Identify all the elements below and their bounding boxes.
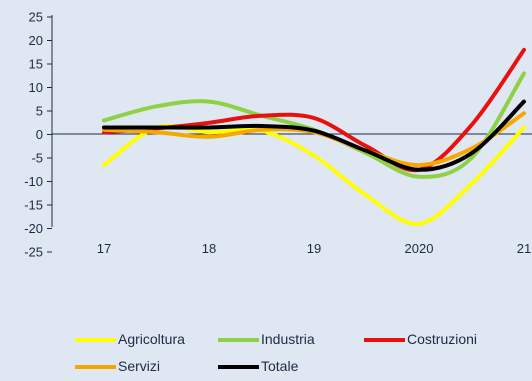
y-tick-label: 0 xyxy=(36,127,43,142)
x-tick-label: 17 xyxy=(97,241,111,256)
y-tick-label: 10 xyxy=(29,80,43,95)
legend-label: Industria xyxy=(261,331,315,347)
y-tick-label: 15 xyxy=(29,57,43,72)
y-tick-label: -25 xyxy=(24,245,43,260)
x-tick-label: 2020 xyxy=(405,241,434,256)
series-lines xyxy=(102,47,526,226)
y-tick-label: 25 xyxy=(29,10,43,25)
y-tick-label: -15 xyxy=(24,198,43,213)
y-tick-label: -20 xyxy=(24,221,43,236)
legend-label: Totale xyxy=(261,358,299,374)
x-axis-ticks: 17 18 19 2020 21 xyxy=(97,241,531,256)
legend-label: Agricoltura xyxy=(118,331,185,347)
series-line-agricoltura xyxy=(102,123,526,226)
series-line-totale xyxy=(102,99,526,172)
x-tick-label: 19 xyxy=(307,241,321,256)
y-tick-label: -10 xyxy=(24,174,43,189)
y-axis-ticks: 25 20 15 10 5 0 -5 -10 -15 -20 -25 xyxy=(24,10,52,260)
y-tick-label: -5 xyxy=(31,151,43,166)
x-tick-label: 18 xyxy=(202,241,216,256)
legend-label: Servizi xyxy=(118,358,160,374)
y-tick-label: 20 xyxy=(29,33,43,48)
legend-label: Costruzioni xyxy=(407,331,477,347)
x-tick-label: 21 xyxy=(517,241,531,256)
legend: Agricoltura Industria Costruzioni Servizi To… xyxy=(75,331,477,374)
y-tick-label: 5 xyxy=(36,104,43,119)
